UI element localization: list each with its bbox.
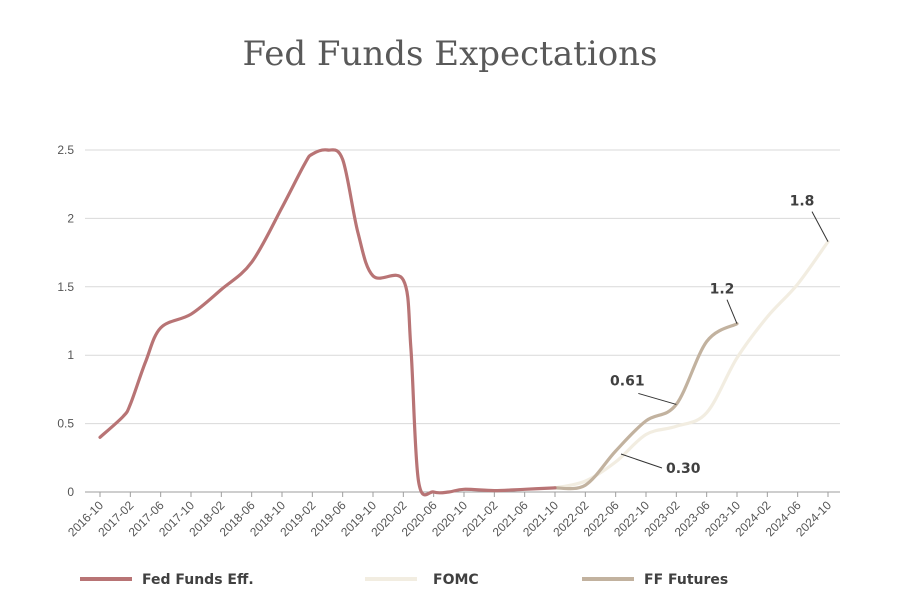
- legend-label-fed-funds-eff: Fed Funds Eff.: [142, 572, 254, 588]
- series-line-fomc: [553, 240, 830, 490]
- chart-title: Fed Funds Expectations: [242, 34, 658, 74]
- y-tick-label: 0: [67, 485, 74, 499]
- data-label-leader: [726, 299, 738, 324]
- series-line-fed-funds-eff: [98, 148, 557, 497]
- y-tick-label: 2: [67, 211, 74, 225]
- y-tick-label: 2.5: [57, 143, 74, 157]
- series-lines: [98, 148, 830, 497]
- data-label: 0.61: [610, 373, 645, 389]
- legend: Fed Funds Eff. FOMC FF Futures: [80, 572, 728, 588]
- gridlines: [85, 149, 840, 425]
- data-label-leader: [638, 392, 677, 405]
- data-label: 0.30: [666, 461, 701, 477]
- data-label-leader: [620, 453, 663, 469]
- y-tick-label: 1: [67, 348, 74, 362]
- data-label: 1.2: [710, 282, 735, 298]
- axes: 00.511.522.52016-102017-022017-062017-10…: [57, 143, 840, 539]
- data-label-leader: [811, 211, 829, 242]
- data-label: 1.8: [790, 194, 815, 210]
- series-line-ff-futures: [553, 322, 739, 491]
- y-tick-label: 1.5: [57, 280, 74, 294]
- data-labels: 1.8 1.2 0.61 0.30: [610, 194, 829, 477]
- y-tick-label: 0.5: [57, 417, 74, 431]
- legend-label-ff-futures: FF Futures: [644, 572, 728, 588]
- legend-label-fomc: FOMC: [433, 572, 479, 588]
